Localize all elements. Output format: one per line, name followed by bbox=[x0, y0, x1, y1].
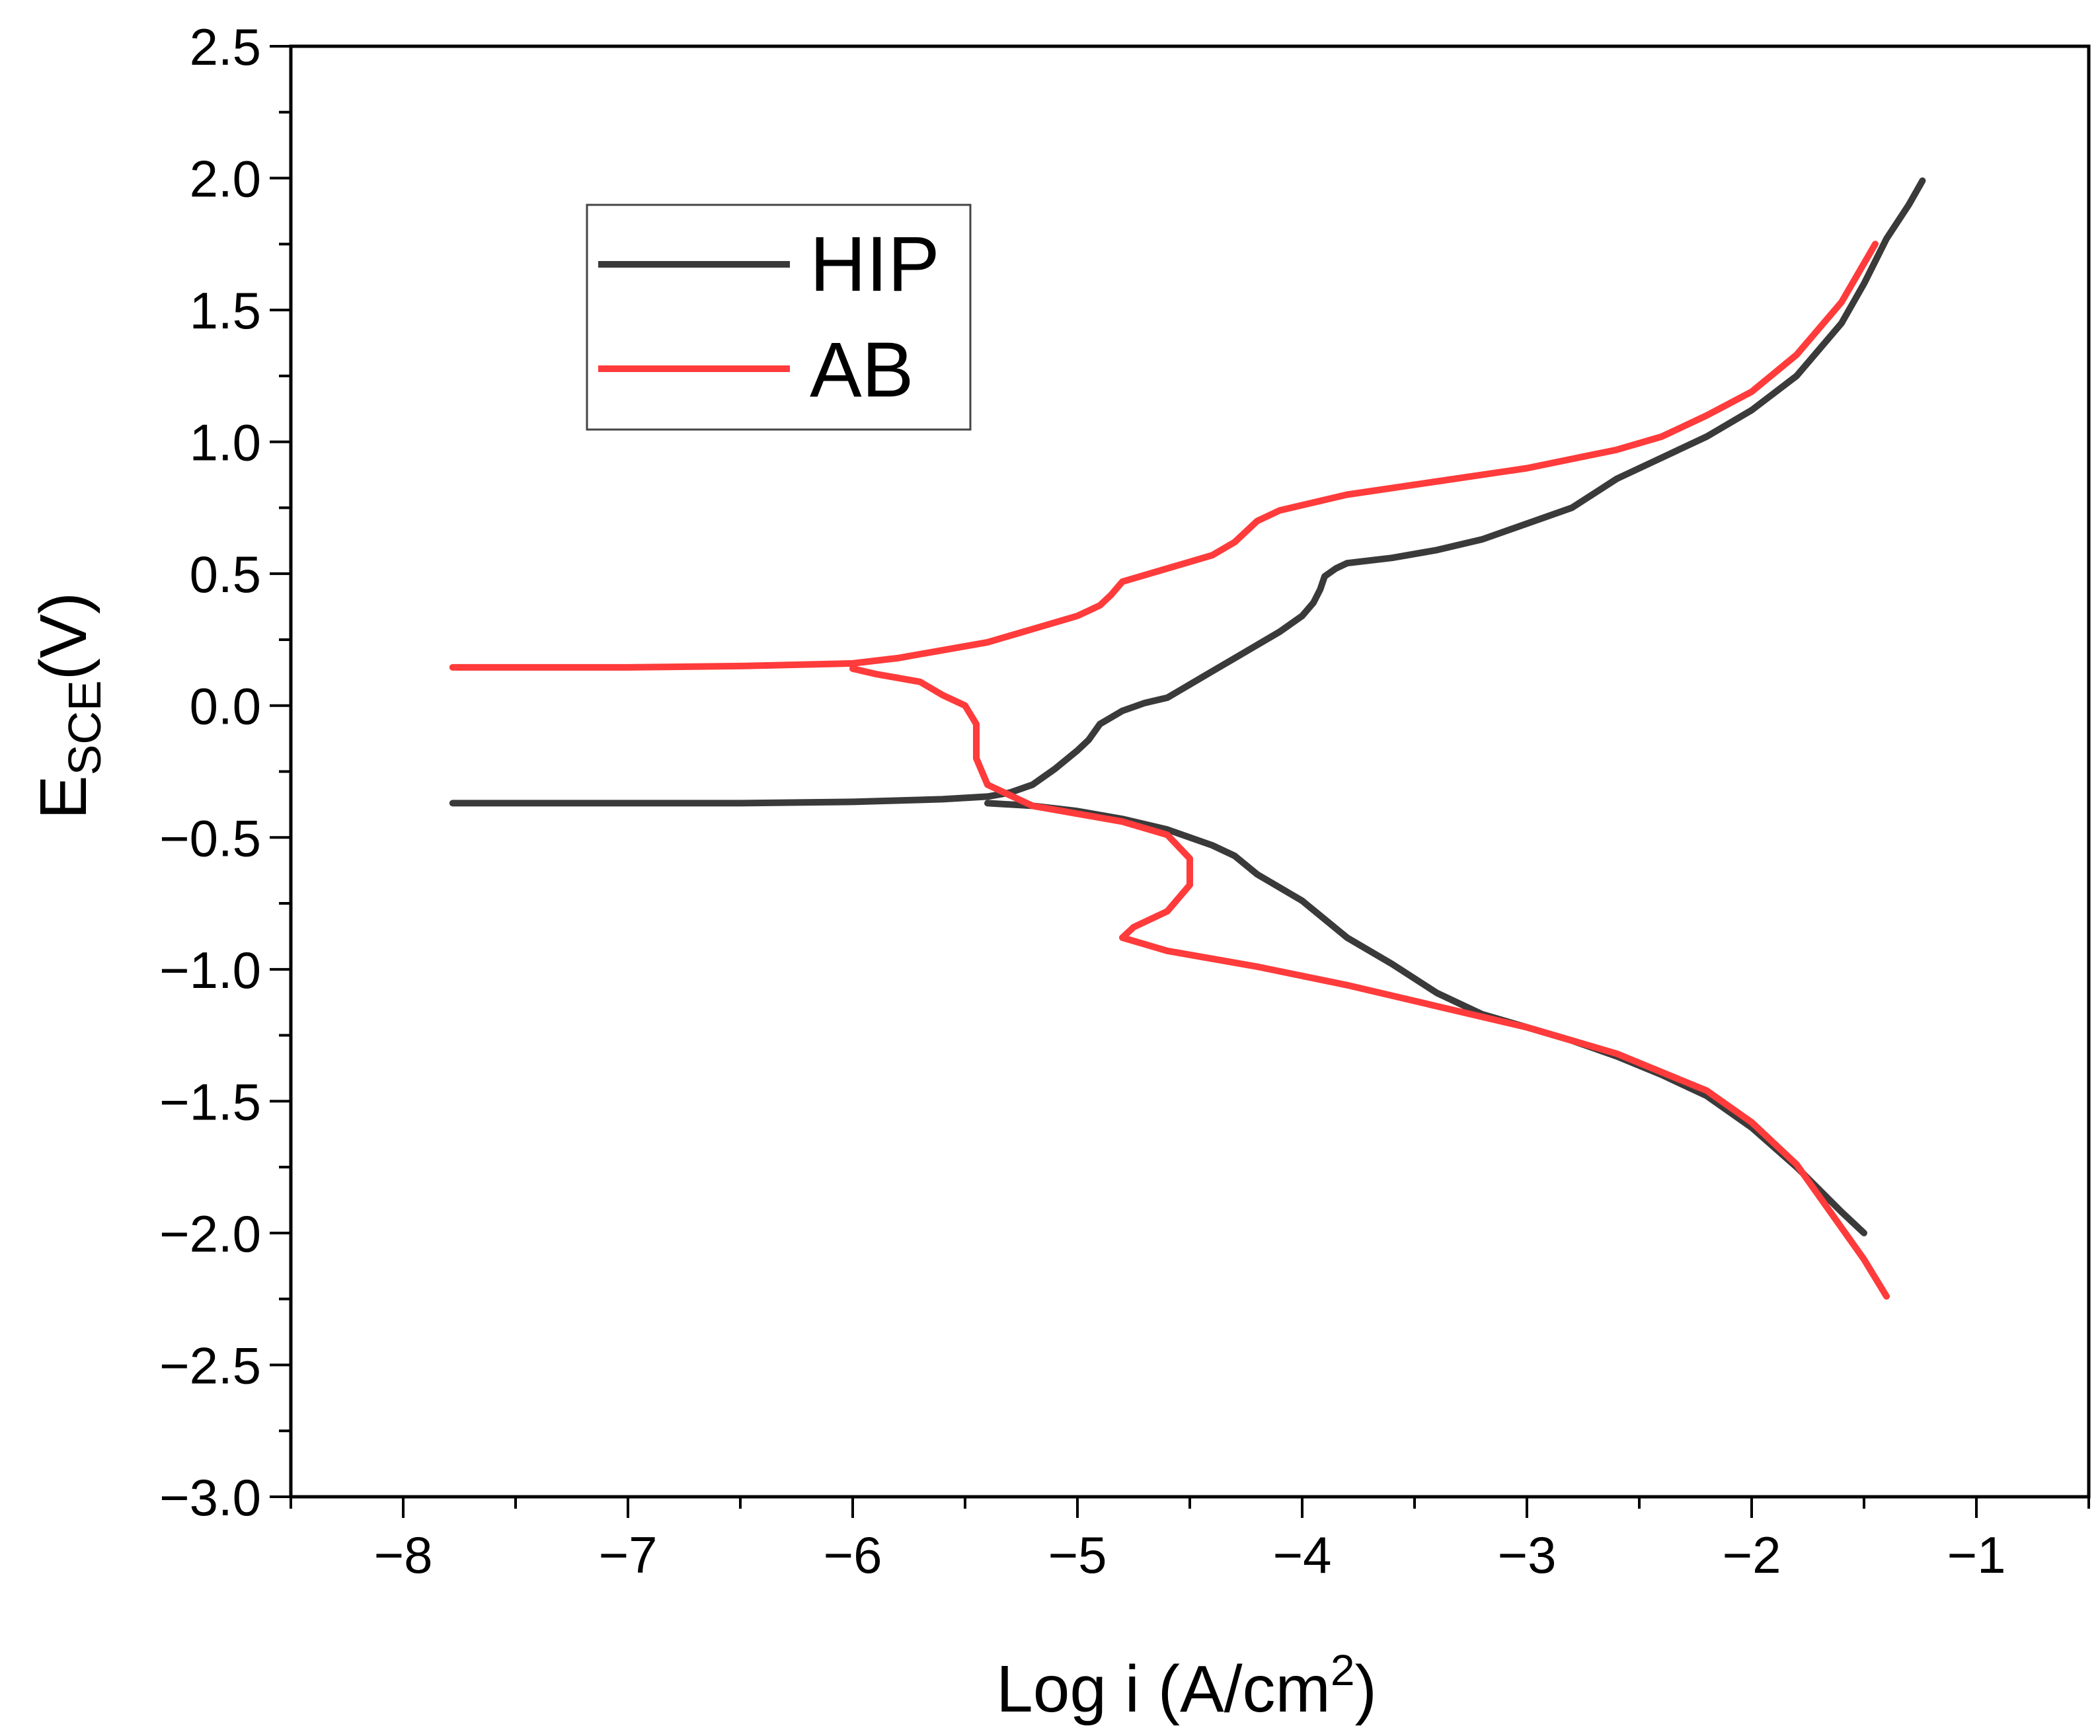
x-tick-label: −6 bbox=[824, 1526, 882, 1584]
y-tick-label: 2.5 bbox=[190, 18, 261, 76]
y-tick-label: 1.5 bbox=[190, 282, 261, 340]
x-tick-label: −3 bbox=[1498, 1526, 1557, 1584]
y-tick-label: −3.0 bbox=[159, 1468, 261, 1527]
y-tick-label: −2.5 bbox=[159, 1336, 261, 1394]
x-tick-label: −7 bbox=[599, 1526, 658, 1584]
y-tick-label: −1.5 bbox=[159, 1073, 261, 1131]
x-tick-label: −5 bbox=[1048, 1526, 1107, 1584]
x-tick-label: −8 bbox=[374, 1526, 433, 1584]
legend-label-ab: AB bbox=[810, 326, 914, 414]
series-line-ab-cathodic bbox=[849, 665, 1890, 1300]
legend: HIP AB bbox=[586, 204, 972, 431]
plot-area-border bbox=[289, 44, 2091, 1499]
y-tick-label: −1.0 bbox=[159, 941, 261, 999]
x-axis-ticks: −8 −7 −6 −5 −4 −3 −2 −1 bbox=[290, 1497, 2090, 1584]
y-tick-label: 2.0 bbox=[190, 150, 261, 208]
legend-box bbox=[586, 204, 972, 431]
series-line-hip-cathodic bbox=[984, 800, 1867, 1236]
series-line-ab-anodic bbox=[449, 241, 1879, 671]
y-axis-title: ESCE(V) bbox=[26, 592, 110, 819]
x-tick-label: −1 bbox=[1947, 1526, 2006, 1584]
legend-label-hip: HIP bbox=[810, 221, 940, 308]
series-line-hip-anodic bbox=[449, 177, 1926, 807]
y-tick-label: 0.0 bbox=[190, 677, 261, 736]
x-tick-label: −2 bbox=[1723, 1526, 1781, 1584]
y-axis-ticks: 2.5 2.0 1.5 1.0 0.5 0.0 −0.5 −1.0 −1.5 −2.0 −2.5 −3… bbox=[159, 18, 291, 1527]
plot-frame bbox=[289, 44, 2091, 1499]
y-tick-label: −2.0 bbox=[159, 1205, 261, 1263]
series-layer bbox=[449, 177, 1926, 1300]
x-tick-label: −4 bbox=[1273, 1526, 1332, 1584]
y-tick-label: 0.5 bbox=[190, 545, 261, 603]
x-axis-title: Log i (A/cm2) bbox=[996, 1645, 1377, 1726]
y-tick-label: −0.5 bbox=[159, 809, 261, 867]
y-tick-label: 1.0 bbox=[190, 414, 261, 472]
